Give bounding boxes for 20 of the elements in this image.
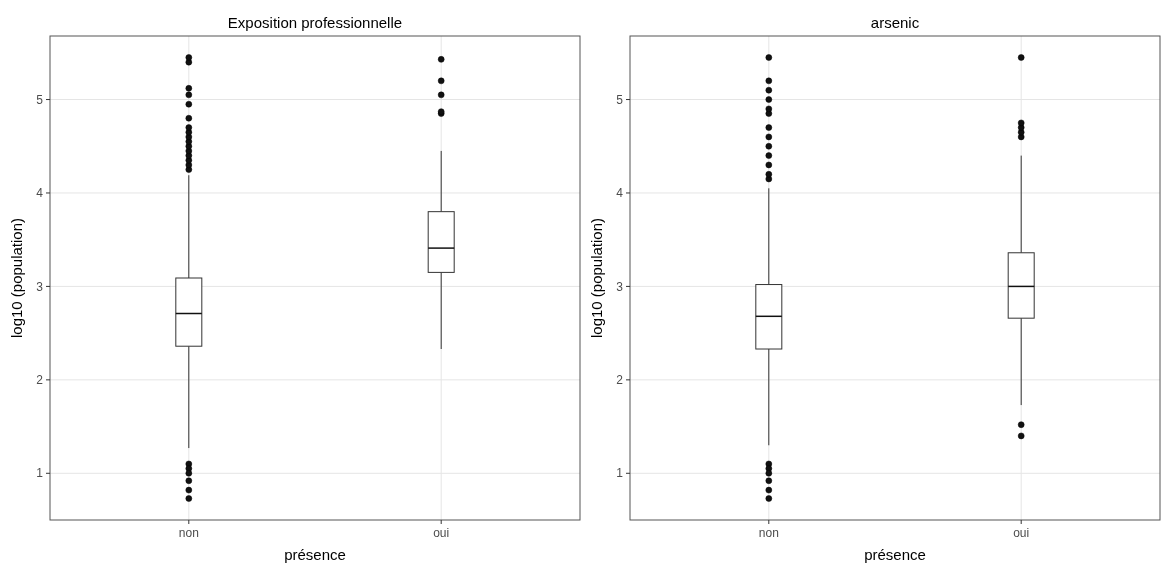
y-tick-label: 5	[616, 92, 624, 107]
x-tick-label: oui	[433, 526, 450, 540]
y-tick-label: 4	[616, 186, 624, 201]
x-tick-label: non	[758, 526, 779, 540]
y-tick-label: 5	[36, 92, 44, 107]
x-tick-label: oui	[1013, 526, 1030, 540]
y-axis-title: log10 (population)	[8, 217, 25, 339]
chart-title: Exposition professionnelle	[227, 14, 403, 31]
y-tick-label: 3	[616, 279, 624, 294]
y-tick-label: 2	[616, 373, 624, 388]
y-tick-label: 1	[36, 466, 44, 481]
y-tick-label: 2	[36, 373, 44, 388]
y-tick-label: 3	[36, 279, 44, 294]
x-tick-label: non	[178, 526, 199, 540]
y-tick-label: 1	[616, 466, 624, 481]
x-axis-title: présence	[284, 546, 346, 563]
chart-title: arsenic	[870, 14, 920, 31]
y-axis-title: log10 (population)	[588, 217, 605, 339]
y-tick-label: 4	[36, 186, 44, 201]
x-axis-title: présence	[864, 546, 926, 563]
